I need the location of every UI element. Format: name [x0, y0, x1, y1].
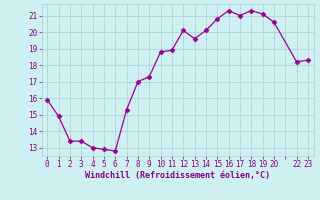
X-axis label: Windchill (Refroidissement éolien,°C): Windchill (Refroidissement éolien,°C)	[85, 171, 270, 180]
